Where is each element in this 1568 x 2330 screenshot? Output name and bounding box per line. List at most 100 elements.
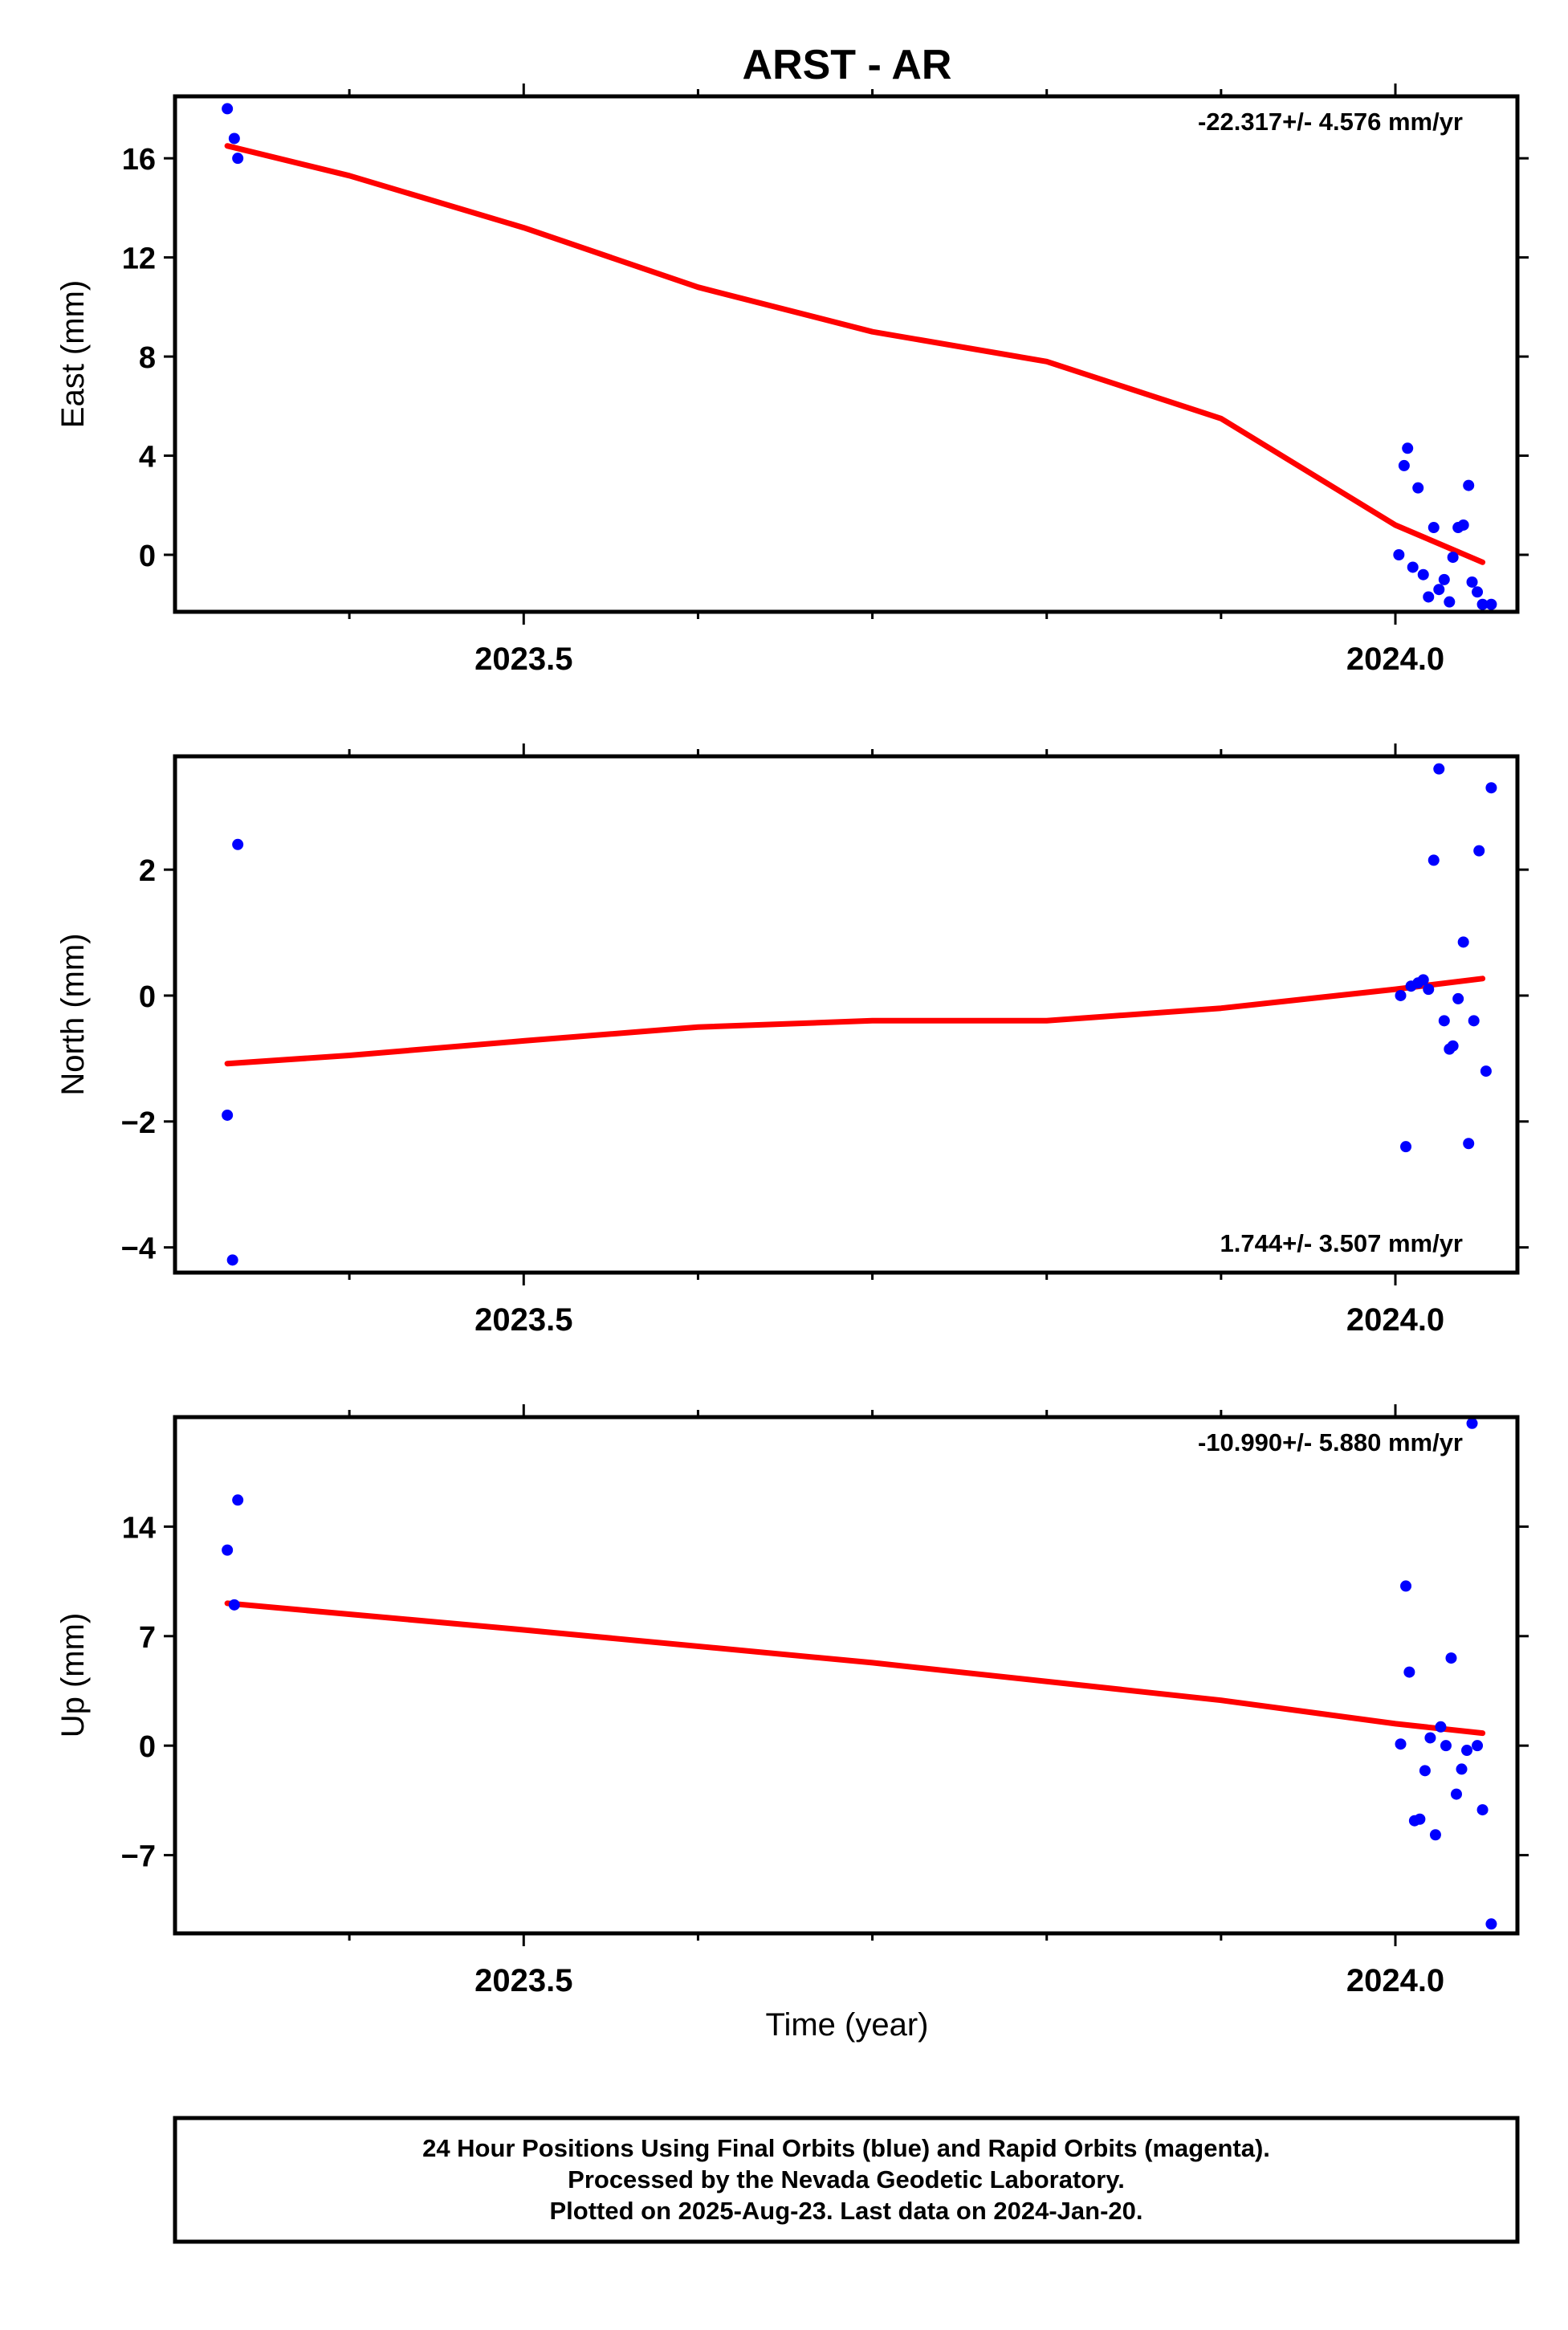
- chart-title: ARST - AR: [743, 42, 952, 88]
- east-data-point: [1472, 586, 1484, 598]
- footer-line-3: Plotted on 2025-Aug-23. Last data on 202…: [549, 2197, 1142, 2225]
- north-frame: [173, 754, 1520, 1275]
- north-data-point: [1447, 1040, 1459, 1052]
- up-data-point: [1414, 1813, 1426, 1825]
- up-data-point: [1466, 1417, 1478, 1429]
- north-data-point: [1485, 782, 1497, 794]
- up-data-point: [228, 1599, 240, 1611]
- up-panel: −7 0 7 14 2023.5 2024.0 Up (mm) -10.990+/- 5.88…: [55, 1404, 1529, 1998]
- east-ytick-label: 16: [122, 143, 156, 177]
- east-data-point: [1485, 598, 1497, 610]
- footer-box: 24 Hour Positions Using Final Orbits (bl…: [173, 2116, 1520, 2244]
- east-xtick-label: 2024.0: [1346, 642, 1444, 677]
- up-data-point: [1461, 1745, 1473, 1757]
- east-ytick-label: 12: [122, 242, 156, 276]
- east-data-point: [1476, 598, 1489, 610]
- north-xtick-label: 2024.0: [1346, 1302, 1444, 1338]
- up-y-axis-label: Up (mm): [55, 1613, 91, 1738]
- east-data-point: [1417, 568, 1429, 580]
- north-ytick-label: 2: [139, 854, 156, 888]
- up-data-point: [1451, 1788, 1462, 1800]
- footer-line-1: 24 Hour Positions Using Final Orbits (bl…: [422, 2134, 1270, 2162]
- north-data-point: [1438, 1015, 1450, 1027]
- up-plot-area: [222, 1417, 1497, 1930]
- north-y-axis-label: North (mm): [55, 933, 91, 1095]
- up-data-point: [1445, 1652, 1457, 1664]
- east-data-point: [1423, 591, 1435, 603]
- up-ytick-label: 0: [139, 1730, 156, 1764]
- footer-line-2: Processed by the Nevada Geodetic Laborat…: [568, 2165, 1125, 2194]
- east-xtick-label: 2023.5: [474, 642, 572, 677]
- east-data-point: [1457, 519, 1469, 531]
- north-data-point: [1433, 763, 1445, 775]
- up-data-point: [1419, 1765, 1431, 1777]
- east-data-point: [1463, 479, 1475, 491]
- up-data-point: [1395, 1738, 1407, 1750]
- up-ytick-label: 14: [122, 1511, 156, 1545]
- north-data-point: [222, 1109, 234, 1121]
- east-y-axis-label: East (mm): [55, 280, 91, 428]
- up-xtick-label: 2023.5: [474, 1963, 572, 1998]
- footer-frame: [173, 2116, 1520, 2244]
- up-data-point: [1476, 1804, 1489, 1816]
- up-data-point: [1472, 1740, 1484, 1752]
- up-data-point: [232, 1494, 244, 1506]
- east-data-point: [1427, 522, 1440, 534]
- north-data-point: [1427, 854, 1440, 866]
- north-data-point: [1457, 936, 1469, 948]
- east-data-point: [1407, 561, 1419, 573]
- north-data-point: [1400, 1141, 1412, 1153]
- up-data-point: [1424, 1732, 1436, 1744]
- east-data-point: [1433, 584, 1445, 596]
- up-xtick-label: 2024.0: [1346, 1963, 1444, 1998]
- up-data-point: [1400, 1580, 1412, 1592]
- north-data-point: [1473, 845, 1485, 857]
- up-data-point: [1435, 1721, 1447, 1733]
- up-data-point: [1440, 1740, 1452, 1752]
- north-ytick-label: −4: [121, 1232, 156, 1266]
- east-data-point: [1412, 482, 1424, 494]
- east-frame: [173, 94, 1520, 614]
- north-data-point: [232, 838, 244, 850]
- north-xtick-label: 2023.5: [474, 1302, 572, 1338]
- up-data-point: [1429, 1829, 1441, 1841]
- north-rate-label: 1.744+/- 3.507 mm/yr: [1220, 1229, 1463, 1257]
- east-data-point: [222, 103, 234, 115]
- north-data-point: [1463, 1138, 1475, 1150]
- east-trend-line: [224, 143, 1486, 565]
- east-data-point: [1438, 573, 1450, 585]
- up-data-point: [1403, 1666, 1415, 1678]
- east-ytick-label: 8: [139, 341, 156, 375]
- north-data-point: [1417, 974, 1429, 986]
- up-ytick-label: 7: [139, 1621, 156, 1655]
- east-rate-label: -22.317+/- 4.576 mm/yr: [1198, 108, 1463, 136]
- up-data-point: [1456, 1763, 1468, 1775]
- east-data-point: [1402, 442, 1414, 454]
- east-data-point: [232, 153, 244, 165]
- north-data-point: [226, 1254, 238, 1266]
- up-frame: [173, 1415, 1520, 1936]
- up-data-point: [1485, 1918, 1497, 1930]
- east-data-point: [228, 132, 240, 145]
- east-data-point: [1398, 459, 1410, 471]
- north-data-point: [1468, 1015, 1480, 1027]
- up-ytick-label: −7: [121, 1840, 156, 1874]
- north-panel: −4 −2 0 2 2023.5 2024.0 North (mm) 1.744+/- 3.5…: [55, 743, 1529, 1338]
- north-data-point: [1423, 984, 1435, 996]
- up-trend-line: [224, 1600, 1486, 1737]
- north-data-point: [1395, 989, 1407, 1001]
- north-plot-area: [222, 763, 1497, 1266]
- x-axis-label: Time (year): [766, 2007, 929, 2043]
- east-data-point: [1393, 549, 1405, 561]
- east-panel: 0 4 8 12 16 2023.5 2024.0 East (mm) -22.317+/- 4…: [55, 84, 1529, 677]
- north-trend-line: [224, 976, 1486, 1067]
- east-ytick-label: 4: [139, 441, 156, 475]
- up-data-point: [222, 1544, 234, 1556]
- east-data-point: [1447, 552, 1459, 564]
- east-ytick-label: 0: [139, 540, 156, 573]
- east-data-point: [1444, 596, 1456, 608]
- north-ytick-label: 0: [139, 980, 156, 1014]
- up-rate-label: -10.990+/- 5.880 mm/yr: [1198, 1428, 1463, 1456]
